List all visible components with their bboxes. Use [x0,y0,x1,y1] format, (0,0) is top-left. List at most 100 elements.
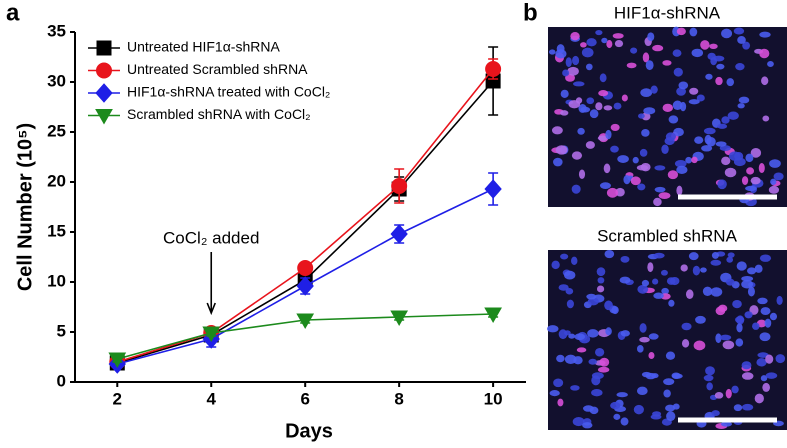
nucleus [703,127,716,135]
legend-label: Untreated HIF1α-shRNA [127,39,280,55]
nucleus [613,102,622,110]
nucleus [716,63,725,70]
nucleus [689,27,698,37]
nucleus [661,144,669,154]
nucleus [719,334,732,341]
nucleus [733,27,745,35]
nucleus [650,85,658,94]
nucleus [719,145,731,152]
nucleus [726,256,734,263]
nucleus [662,60,672,66]
nucleus [768,185,780,194]
marker [484,307,502,324]
nucleus [727,111,739,120]
nucleus [653,292,664,299]
nucleus [773,172,784,181]
nucleus [571,151,583,160]
nucleus [650,414,662,420]
nucleus [678,81,689,90]
nucleus [715,76,723,86]
nucleus [606,187,619,198]
nucleus [736,261,747,271]
nucleus [572,417,585,427]
nucleus [676,185,683,196]
nucleus [616,392,628,398]
nucleus [756,358,767,367]
nucleus [573,81,585,87]
nucleus [658,192,671,200]
nucleus [770,178,777,185]
nucleus [605,129,612,140]
nucleus [566,299,574,309]
nucleus [611,306,619,315]
nucleus [643,107,656,115]
nucleus [711,251,719,259]
panel-label: a [6,0,20,26]
nucleus [610,145,619,153]
nucleus [745,185,757,192]
nucleus [752,322,760,330]
nucleus [691,156,698,164]
nucleus [757,297,768,305]
nucleus [640,162,651,172]
nucleus [692,265,701,276]
nucleus [587,329,599,338]
nucleus [717,179,727,190]
y-tick-label: 30 [47,71,66,90]
nucleus [741,403,754,411]
nucleus [688,99,700,105]
nucleus [724,167,737,178]
x-tick-label: 6 [300,389,309,408]
nucleus [676,27,686,36]
nucleus [586,38,597,47]
nucleus [580,42,587,48]
nucleus [582,422,593,429]
marker [108,352,127,369]
nucleus [564,270,576,280]
nucleus [700,40,710,50]
nucleus [636,345,644,353]
nucleus [638,113,645,119]
nucleus [558,329,568,340]
nucleus [597,277,605,284]
nucleus [741,361,752,370]
nucleus [577,127,585,135]
nucleus [555,145,568,155]
marker [296,276,314,296]
y-tick-label: 5 [57,321,66,340]
nucleus [613,413,621,420]
nucleus [596,285,605,293]
nucleus [767,61,774,68]
nucleus [601,37,608,44]
legend-marker [96,62,112,79]
nucleus [762,382,771,392]
nucleus [746,267,757,275]
nucleus [663,378,675,386]
nucleus [750,147,762,158]
nucleus [759,332,771,342]
nucleus [586,97,595,105]
nucleus [757,352,769,358]
panel-label: b [523,0,538,26]
nucleus [648,333,659,340]
nucleus [685,156,693,164]
nucleus [641,279,650,287]
nucleus [726,78,735,87]
nucleus [715,306,726,316]
nucleus [605,327,612,336]
nucleus [551,126,563,135]
image-title: HIF1α-shRNA [614,3,721,22]
marker [485,61,502,77]
nucleus [765,354,774,364]
nucleus [653,252,665,259]
nucleus [769,312,778,321]
nucleus [754,393,764,404]
nucleus [689,87,699,95]
nucleus [589,109,599,119]
image-title: Scrambled shRNA [597,226,737,245]
nucleus [737,103,745,109]
nucleus [652,278,659,285]
nucleus [721,28,733,39]
nucleus [703,374,714,382]
